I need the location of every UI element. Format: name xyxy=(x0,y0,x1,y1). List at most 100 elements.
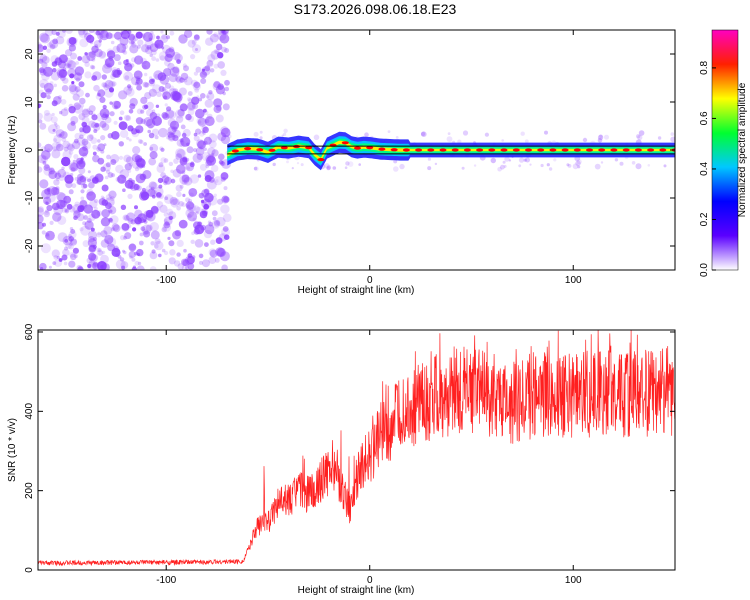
noise-blob xyxy=(205,159,212,167)
y-tick-label: 0 xyxy=(24,147,35,153)
noise-blob xyxy=(148,132,155,139)
noise-blob xyxy=(502,160,506,164)
noise-blob xyxy=(56,178,60,182)
noise-blob xyxy=(113,54,121,62)
y-tick-label: -10 xyxy=(24,190,35,205)
noise-blob xyxy=(89,199,98,209)
ridge-peak xyxy=(439,148,447,152)
noise-blob xyxy=(118,141,125,147)
noise-blob xyxy=(195,48,198,51)
noise-blob xyxy=(63,146,69,152)
noise-blob xyxy=(150,230,160,240)
noise-blob xyxy=(43,109,50,116)
noise-blob xyxy=(66,59,76,70)
noise-blob xyxy=(191,103,199,110)
noise-blob xyxy=(89,134,94,139)
noise-blob xyxy=(40,146,47,153)
noise-blob xyxy=(156,192,162,198)
noise-blob xyxy=(68,243,74,250)
noise-region xyxy=(38,30,675,270)
noise-blob xyxy=(259,136,263,140)
noise-blob xyxy=(221,195,230,204)
noise-blob xyxy=(69,85,79,95)
noise-blob xyxy=(183,76,193,86)
noise-blob xyxy=(135,167,139,172)
noise-blob xyxy=(326,166,331,171)
noise-blob xyxy=(153,70,164,81)
noise-blob xyxy=(106,50,116,59)
noise-blob xyxy=(204,116,215,127)
noise-blob xyxy=(47,42,53,48)
noise-blob xyxy=(82,183,88,189)
noise-blob xyxy=(224,48,230,53)
noise-blob xyxy=(142,229,149,235)
snr-xlabel: Height of straight line (km) xyxy=(298,585,415,596)
noise-blob xyxy=(203,203,210,210)
noise-blob xyxy=(169,85,175,91)
noise-blob xyxy=(119,129,129,138)
noise-blob xyxy=(67,63,72,68)
noise-blob xyxy=(208,90,213,95)
noise-blob xyxy=(604,134,609,140)
noise-blob xyxy=(134,55,144,65)
noise-blob xyxy=(92,154,100,163)
colorbar-tick-label: 0.8 xyxy=(699,61,710,75)
noise-blob xyxy=(144,39,154,49)
noise-blob xyxy=(173,126,178,132)
noise-blob xyxy=(199,260,203,265)
colorbar-tick-label: 0.4 xyxy=(699,162,710,176)
noise-blob xyxy=(222,103,230,111)
noise-blob xyxy=(207,154,216,163)
noise-blob xyxy=(131,42,137,48)
noise-blob xyxy=(113,31,122,40)
noise-blob xyxy=(165,82,171,89)
noise-blob xyxy=(43,66,53,77)
noise-blob xyxy=(88,259,95,266)
noise-blob xyxy=(140,226,146,232)
ridge-peak xyxy=(598,148,606,152)
noise-blob xyxy=(190,239,195,244)
noise-blob xyxy=(215,49,221,55)
noise-blob xyxy=(130,40,135,45)
noise-blob xyxy=(100,149,105,154)
noise-blob xyxy=(175,115,184,124)
noise-blob xyxy=(638,130,645,136)
noise-blob xyxy=(60,98,67,105)
noise-blob xyxy=(38,119,43,124)
noise-blob xyxy=(164,176,172,185)
noise-blob xyxy=(190,79,198,87)
noise-blob xyxy=(126,136,130,140)
noise-blob xyxy=(170,178,176,184)
noise-blob xyxy=(202,126,209,133)
noise-blob xyxy=(145,224,153,232)
noise-blob xyxy=(39,32,49,43)
noise-blob xyxy=(82,30,89,36)
noise-blob xyxy=(97,89,106,98)
noise-blob xyxy=(141,224,152,235)
noise-blob xyxy=(176,59,182,64)
noise-blob xyxy=(182,63,187,68)
noise-blob xyxy=(186,142,190,147)
noise-blob xyxy=(135,78,143,85)
noise-blob xyxy=(52,68,57,73)
noise-blob xyxy=(199,210,208,219)
noise-blob xyxy=(508,159,512,162)
noise-blob xyxy=(48,265,52,269)
noise-blob xyxy=(149,146,154,151)
noise-blob xyxy=(93,84,100,92)
noise-blob xyxy=(209,249,218,258)
noise-blob xyxy=(198,253,204,259)
noise-blob xyxy=(518,157,525,163)
noise-blob xyxy=(210,160,215,165)
noise-blob xyxy=(97,143,106,152)
noise-blob xyxy=(148,123,154,130)
noise-blob xyxy=(119,257,125,262)
noise-blob xyxy=(156,164,166,173)
noise-blob xyxy=(427,157,431,161)
snr-series-line xyxy=(38,330,675,567)
noise-blob xyxy=(211,164,219,173)
noise-blob xyxy=(82,221,87,226)
noise-blob xyxy=(77,30,86,36)
noise-blob xyxy=(73,254,78,259)
noise-blob xyxy=(189,174,200,184)
